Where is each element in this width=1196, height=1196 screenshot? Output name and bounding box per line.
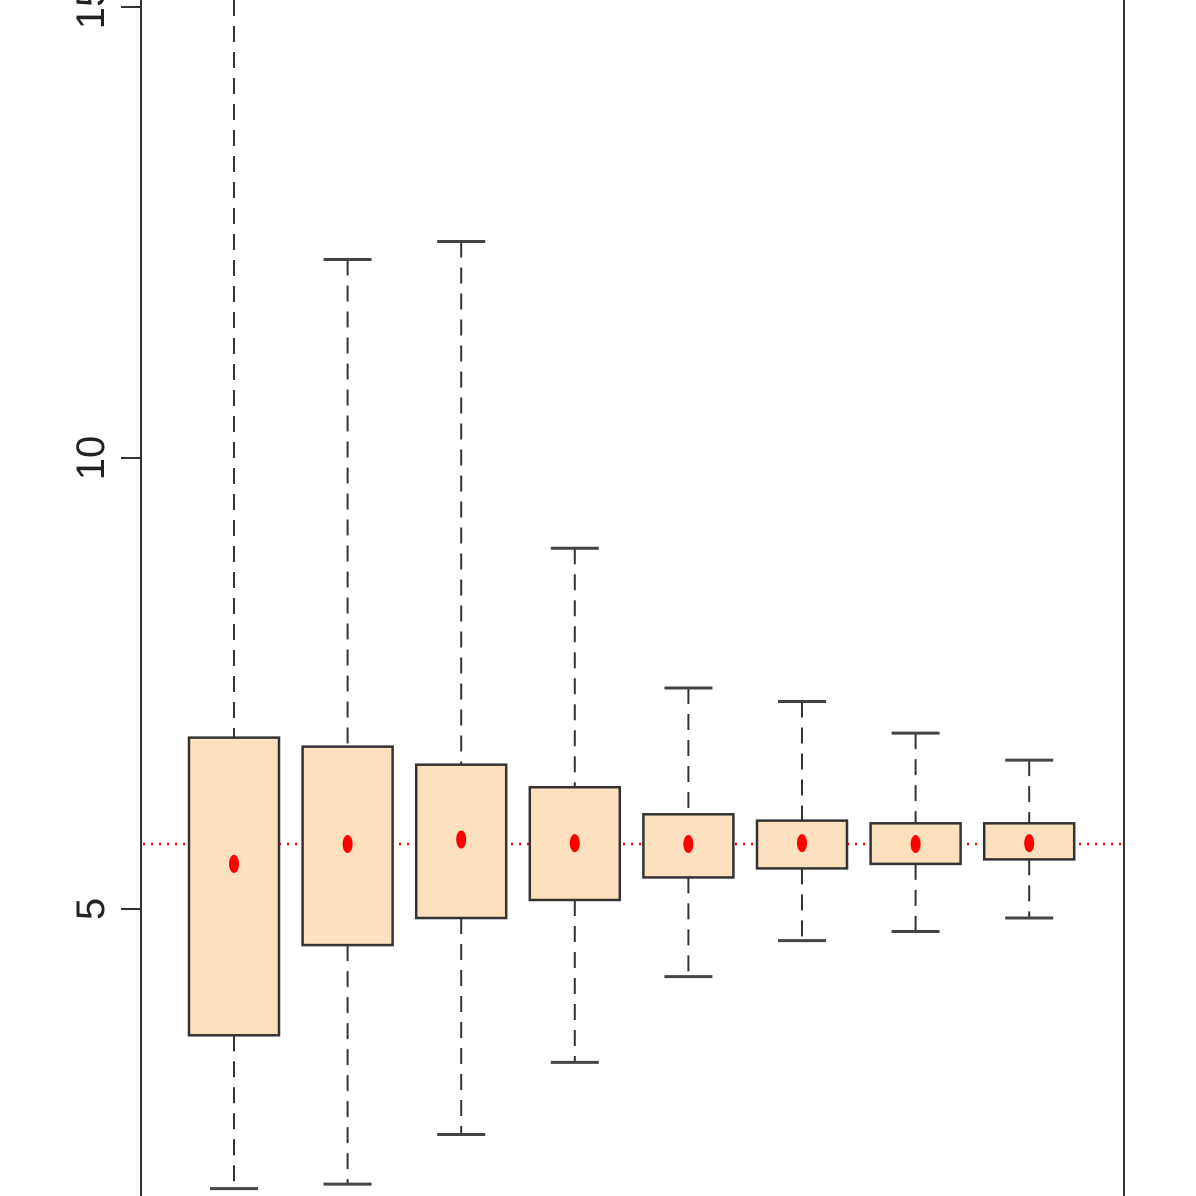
box-7 — [869, 731, 962, 934]
box-6-mean-point — [797, 834, 807, 853]
y-axis: 5 10 15 — [69, 0, 141, 920]
y-tick-label-2: 15 — [69, 0, 113, 29]
box-2 — [301, 258, 394, 1186]
box-2-mean-point — [342, 835, 353, 854]
box-5 — [642, 686, 735, 979]
box-5-mean-point — [683, 835, 694, 854]
box-3-mean-point — [456, 830, 467, 849]
box-1-mean-point — [229, 854, 239, 873]
box-4 — [528, 546, 622, 1064]
box-4-mean-point — [569, 834, 580, 853]
box-1 — [187, 0, 281, 1191]
box-7-mean-point — [910, 835, 921, 854]
box-6 — [755, 700, 849, 943]
box-3 — [414, 240, 508, 1136]
box-8 — [982, 758, 1076, 920]
y-tick-label-0: 5 — [69, 898, 113, 920]
y-tick-label-1: 10 — [69, 436, 113, 481]
boxes-layer — [187, 0, 1076, 1191]
box-1-body — [187, 736, 281, 1037]
box-8-mean-point — [1024, 834, 1035, 853]
